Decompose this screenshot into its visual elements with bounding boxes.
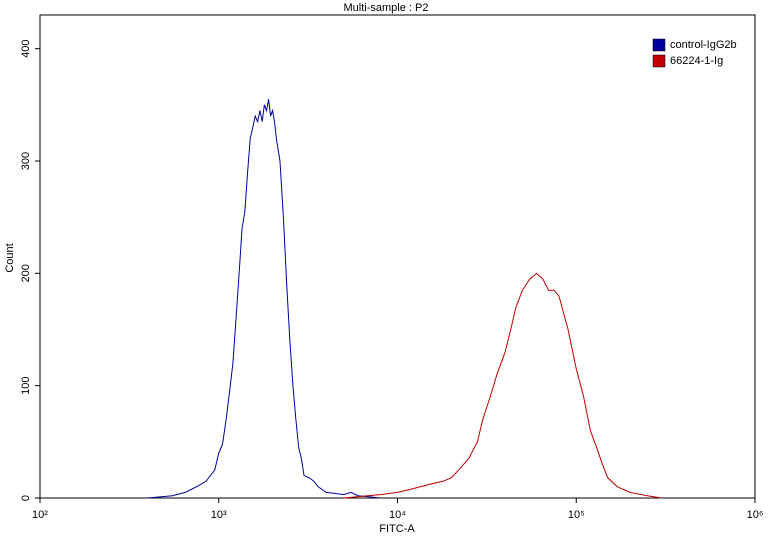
legend-label: control-IgG2b (670, 39, 737, 51)
legend-swatch (652, 54, 666, 68)
x-tick-label: 10³ (211, 509, 227, 521)
x-tick-label: 10² (32, 509, 48, 521)
legend-swatch (652, 38, 666, 52)
y-tick-label: 100 (20, 376, 32, 394)
y-tick-label: 300 (20, 152, 32, 170)
x-tick-label: 10⁶ (747, 509, 764, 521)
legend-label: 66224-1-Ig (670, 55, 723, 67)
y-tick-label: 200 (20, 264, 32, 282)
y-tick-label: 400 (20, 40, 32, 58)
y-axis-label: Count (4, 243, 16, 272)
x-axis-label: FITC-A (379, 523, 415, 535)
y-tick-label: 0 (20, 495, 32, 501)
series-line (343, 272, 662, 499)
x-tick-label: 10⁴ (389, 509, 406, 521)
chart-title: Multi-sample : P2 (344, 2, 429, 14)
series-line (147, 99, 381, 499)
x-tick-label: 10⁵ (568, 509, 585, 521)
